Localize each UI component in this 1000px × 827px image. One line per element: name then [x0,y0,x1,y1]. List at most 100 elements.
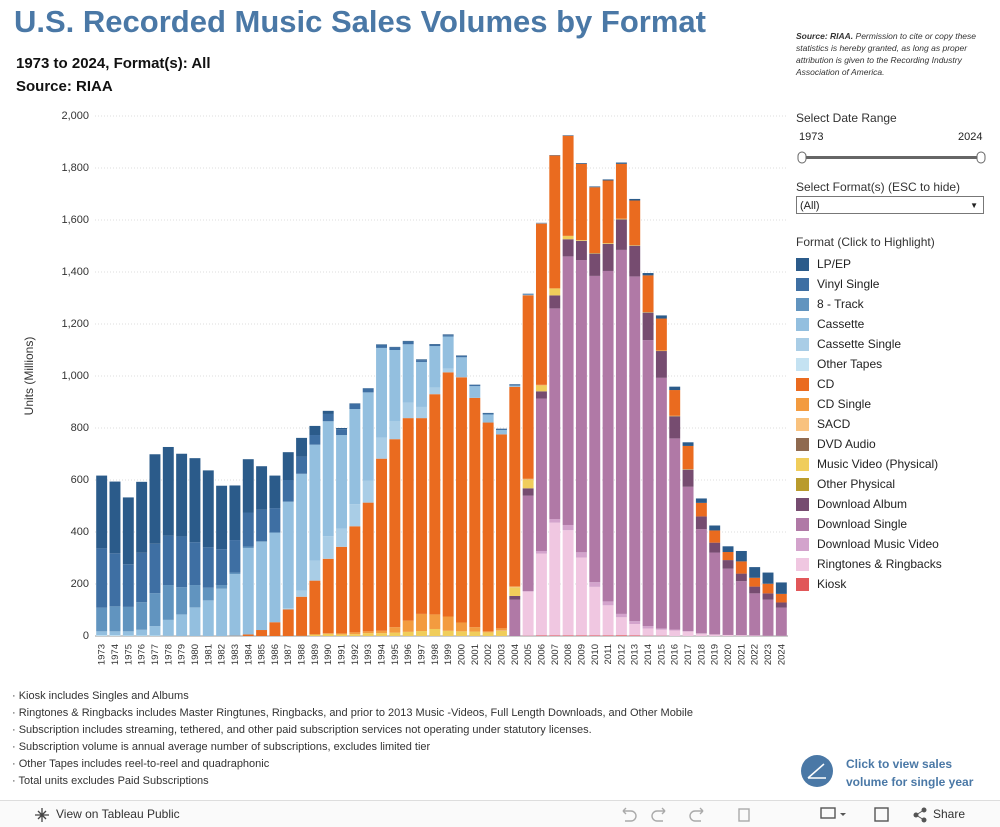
toolbar: View on Tableau Public Share [0,800,1000,827]
legend-label: Kiosk [817,577,847,591]
fullscreen[interactable] [874,807,889,822]
bar-segment [615,635,627,636]
x-tick-label: 2000 [456,644,467,665]
legend-item[interactable]: CD Single [796,394,942,414]
bar-segment [695,498,707,503]
bar-segment [96,631,108,636]
legend-swatch [796,397,809,411]
bar-segment [469,627,481,632]
bar-segment [389,420,401,440]
bar-segment [735,581,747,636]
x-tick-label: 1993 [363,644,374,665]
bar-segment [722,560,734,569]
bar-segment [482,422,494,632]
bar-segment [322,633,334,636]
legend-item[interactable]: CD [796,374,942,394]
x-tick-label: 1998 [430,644,441,665]
format-dropdown[interactable]: (All) ▼ [796,196,984,214]
bar-segment [575,635,587,636]
legend-item[interactable]: Kiosk [796,574,942,594]
single-year-link[interactable]: Click to view sales volume for single yea… [846,755,973,791]
dropdown-arrow: ▼ [970,201,978,210]
bar-segment [349,403,361,410]
legend-item[interactable]: 8 - Track [796,294,942,314]
bar-segment [376,633,387,636]
bar-segment [722,568,734,635]
x-tick-label: 1994 [377,644,388,665]
bar-segment [509,587,521,596]
bar-segment [336,528,348,547]
legend-item[interactable]: Vinyl Single [796,274,942,294]
legend-item[interactable]: Other Physical [796,474,942,494]
date-slider[interactable] [796,148,990,168]
x-tick-label: 2024 [776,644,787,665]
legend-item[interactable]: Cassette Single [796,334,942,354]
bar-segment [202,600,214,636]
bar-segment [242,459,254,513]
x-tick-label: 1982 [217,644,228,665]
legend-item[interactable]: Cassette [796,314,942,334]
legend-item[interactable]: LP/EP [796,254,942,274]
undo[interactable] [622,807,637,822]
legend-title: Format (Click to Highlight) [796,235,935,249]
bar-segment [722,634,734,636]
bar-segment [309,580,321,635]
y-tick-label: 2,000 [61,110,89,122]
legend-item[interactable]: Other Tapes [796,354,942,374]
legend-item[interactable]: DVD Audio [796,434,942,454]
x-tick-label: 1979 [177,644,188,665]
slider-handle[interactable] [976,151,986,164]
x-tick-label: 2018 [696,644,707,665]
share[interactable]: Share [933,807,966,821]
footnote: · Kiosk includes Singles and Albums [12,690,189,702]
bar-segment [229,572,241,575]
legend-item[interactable]: SACD [796,414,942,434]
legend-item[interactable]: Download Album [796,494,942,514]
redo[interactable] [651,807,666,822]
legend-label: Download Album [817,497,908,511]
bar-segment [176,536,188,588]
legend-label: 8 - Track [817,297,864,311]
legend-label: SACD [817,417,851,431]
bar-segment [136,552,148,603]
pause[interactable] [738,808,750,822]
view-link[interactable]: View on Tableau Public [56,807,180,821]
x-tick-label: 2002 [483,644,494,665]
slider-handle[interactable] [797,151,807,164]
download[interactable] [820,807,836,819]
revert[interactable] [689,807,704,822]
bar-segment [589,186,601,188]
bar-segment [149,593,161,627]
bar-segment [456,631,467,636]
bar-segment [109,631,121,636]
bar-segment [496,630,507,636]
bar-segment [482,631,494,633]
bar-segment [296,456,308,474]
bar-segment [336,428,348,430]
bar-segment [349,403,361,404]
single-year-icon[interactable] [800,754,836,790]
bar-segment [549,295,561,309]
bar-segment [522,293,534,295]
legend-item[interactable]: Download Music Video [796,534,942,554]
bar-segment [615,163,627,219]
legend-label: CD [817,377,835,391]
bar-segment [429,346,441,388]
bar-segment [456,355,467,356]
legend-swatch [796,417,809,431]
bar-segment [535,391,547,399]
bar-segment [549,519,561,523]
legend-item[interactable]: Download Single [796,514,942,534]
bar-segment [202,587,214,601]
legend-item[interactable]: Music Video (Physical) [796,454,942,474]
bar-segment [176,614,188,636]
x-tick-label: 2019 [710,644,721,665]
bar-segment [482,414,494,423]
bar-segment [642,626,654,629]
bar-segment [709,634,721,636]
bar-segment [655,315,667,319]
bar-segment [549,288,561,296]
legend-item[interactable]: Ringtones & Ringbacks [796,554,942,574]
x-tick-label: 2016 [670,644,681,665]
source-bold: Source: RIAA. [796,31,854,41]
